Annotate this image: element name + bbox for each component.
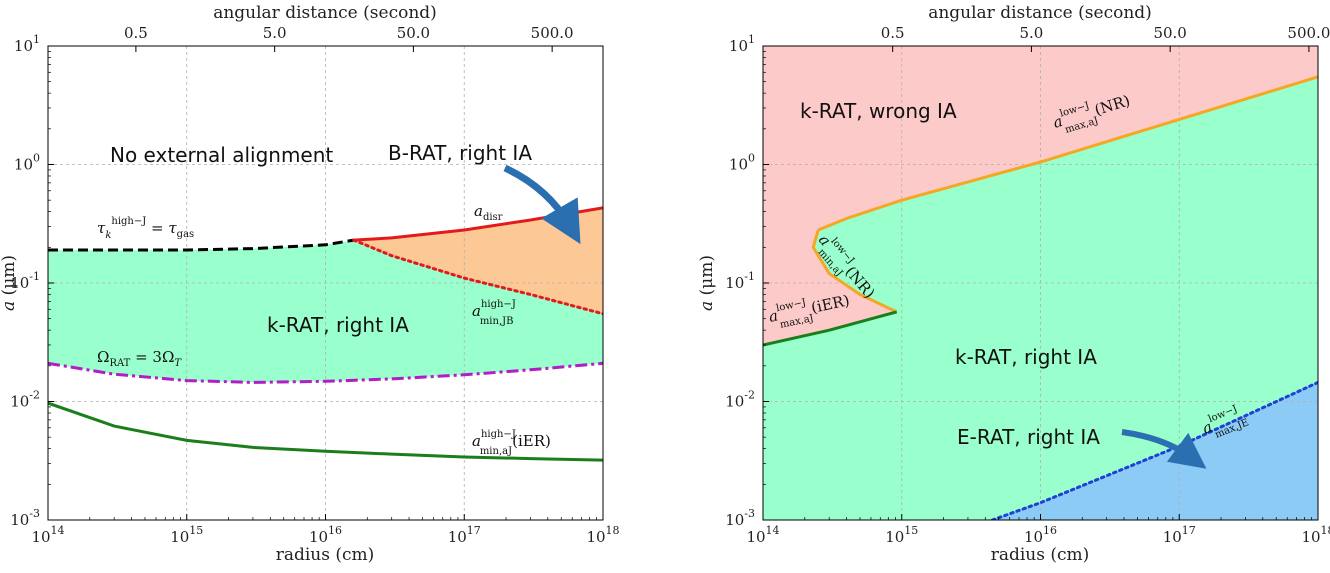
e-rat-region-fill <box>992 382 1318 520</box>
omega-rat-annotation: ΩRAT = 3ΩT <box>97 348 182 369</box>
a-disr-annotation: adisr <box>474 202 503 223</box>
x-tick-label: 1015 <box>170 524 203 546</box>
x-tick-label: 1018 <box>586 524 619 546</box>
y-tick-label: 10-2 <box>725 389 755 411</box>
region-label-b-rat: B-RAT, right IA <box>388 141 532 165</box>
y-tick-label: 101 <box>14 33 40 55</box>
a-min-jb-annotation: ahigh−J min,JB <box>472 299 516 327</box>
region-label-no-external-alignment: No external alignment <box>110 143 333 167</box>
region-label-k-rat: k-RAT, right IA <box>955 345 1097 369</box>
top-tick-label: 0.5 <box>881 24 905 42</box>
x-tick-label: 1014 <box>746 524 779 546</box>
x-tick-label: 1014 <box>31 524 64 546</box>
y-tick-label: 10-3 <box>725 507 755 529</box>
x-tick-label: 1017 <box>448 524 481 546</box>
top-tick-label: 500.0 <box>1287 24 1330 42</box>
top-tick-label: 50.0 <box>397 24 430 42</box>
series-line-1 <box>811 229 898 314</box>
region-label-wrong-ia: k-RAT, wrong IA <box>800 99 957 123</box>
x-axis-label: radius (cm) <box>276 545 375 565</box>
y-tick-label: 101 <box>729 33 755 55</box>
grid-lines <box>763 46 1318 520</box>
series-line-2 <box>352 238 603 316</box>
series-line-0 <box>817 75 1318 232</box>
top-tick-label: 5.0 <box>1019 24 1043 42</box>
y-tick-label: 10-2 <box>10 389 40 411</box>
y-tick-label: 100 <box>729 152 755 174</box>
b-rat-region-fill <box>353 207 603 314</box>
x-tick-label: 1016 <box>309 524 342 546</box>
grid-lines <box>48 46 603 520</box>
axis-ticks: 1014 1015 1016 1017 1018 10-3 10-2 10-1 100 101 0.… <box>725 24 1330 546</box>
series-line-4 <box>48 401 603 462</box>
top-tick-label: 0.5 <box>124 24 148 42</box>
y-tick-label: 10-1 <box>10 270 40 292</box>
region-label-k-rat: k-RAT, right IA <box>267 313 409 337</box>
y-axis-label: a (μm) <box>697 255 717 311</box>
y-axis-label: a (μm) <box>0 255 19 311</box>
right-chart-panel: 1014 1015 1016 1017 1018 10-3 10-2 10-1 100 101 0.… <box>697 3 1330 565</box>
top-tick-label: 500.0 <box>531 24 574 42</box>
left-chart-panel: 1014 1015 1016 1017 1018 10-3 10-2 10-1 100 101 0.… <box>0 3 620 565</box>
series-line-0 <box>48 238 355 252</box>
top-axis-label: angular distance (second) <box>928 3 1152 23</box>
series-line-3 <box>990 380 1318 520</box>
region-label-e-rat: E-RAT, right IA <box>957 425 1100 449</box>
e-rat-arrow <box>1121 429 1207 469</box>
tau-equality-annotation: τkhigh−J = τgas <box>97 216 194 241</box>
axis-ticks: 1014 1015 1016 1017 1018 10-3 10-2 10-1 100 101 0.… <box>10 24 619 546</box>
top-tick-label: 5.0 <box>263 24 287 42</box>
a-min-aj-ier-annotation: ahigh−J min,aJ(iER) <box>472 429 551 457</box>
x-tick-label: 1015 <box>885 524 918 546</box>
y-tick-label: 100 <box>14 152 40 174</box>
y-tick-label: 10-1 <box>725 270 755 292</box>
series-lines <box>763 75 1318 520</box>
y-tick-label: 10-3 <box>10 507 40 529</box>
x-tick-label: 1018 <box>1301 524 1330 546</box>
top-axis-label: angular distance (second) <box>213 3 437 23</box>
x-axis-label: radius (cm) <box>991 545 1090 565</box>
x-tick-label: 1016 <box>1024 524 1057 546</box>
series-line-2 <box>763 310 898 347</box>
x-tick-label: 1017 <box>1163 524 1196 546</box>
b-rat-arrow <box>503 164 581 245</box>
series-line-3 <box>48 361 603 384</box>
top-tick-label: 50.0 <box>1153 24 1186 42</box>
